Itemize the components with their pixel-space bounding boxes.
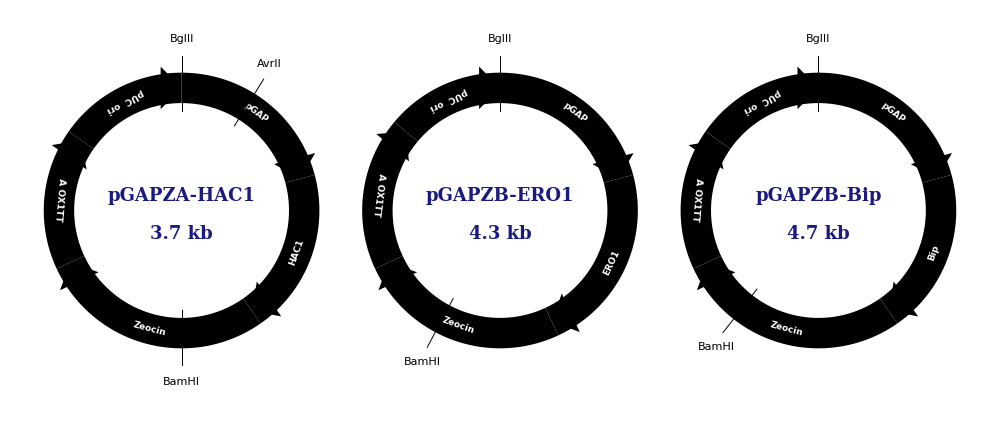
Text: pGAP: pGAP bbox=[879, 101, 907, 125]
Polygon shape bbox=[243, 175, 319, 323]
Text: HAC1: HAC1 bbox=[288, 238, 306, 267]
Text: BamHI: BamHI bbox=[403, 357, 440, 368]
Text: 4.3 kb: 4.3 kb bbox=[469, 225, 531, 243]
Polygon shape bbox=[44, 131, 94, 269]
Polygon shape bbox=[681, 131, 730, 269]
Text: BglII: BglII bbox=[806, 34, 831, 44]
Polygon shape bbox=[706, 73, 818, 149]
Text: BglII: BglII bbox=[169, 34, 194, 44]
Text: Bip: Bip bbox=[927, 243, 941, 262]
Text: ERO1: ERO1 bbox=[601, 248, 621, 277]
Polygon shape bbox=[500, 73, 633, 183]
Text: BamHI: BamHI bbox=[698, 341, 735, 352]
Polygon shape bbox=[376, 132, 409, 161]
Polygon shape bbox=[69, 73, 182, 149]
Polygon shape bbox=[362, 122, 418, 269]
Text: Zeocin: Zeocin bbox=[132, 320, 167, 338]
Text: BglII: BglII bbox=[488, 34, 512, 44]
Polygon shape bbox=[60, 262, 99, 290]
Text: pGAPZA-HAC1: pGAPZA-HAC1 bbox=[108, 187, 256, 205]
Polygon shape bbox=[697, 262, 735, 290]
Text: pGAPZB-ERO1: pGAPZB-ERO1 bbox=[426, 187, 574, 205]
Text: pGAP: pGAP bbox=[561, 101, 588, 125]
Text: 3.7 kb: 3.7 kb bbox=[150, 225, 213, 243]
Polygon shape bbox=[911, 153, 952, 179]
Polygon shape bbox=[252, 282, 281, 317]
Polygon shape bbox=[694, 256, 897, 348]
Polygon shape bbox=[798, 67, 818, 109]
Text: A OX1TT: A OX1TT bbox=[53, 178, 66, 222]
Polygon shape bbox=[689, 140, 723, 170]
Text: pUC  ori: pUC ori bbox=[105, 88, 145, 115]
Polygon shape bbox=[274, 153, 315, 179]
Text: AvrII: AvrII bbox=[257, 59, 282, 69]
Polygon shape bbox=[880, 175, 956, 323]
Text: pUC  ori: pUC ori bbox=[428, 87, 468, 112]
Polygon shape bbox=[592, 153, 634, 179]
Polygon shape bbox=[57, 256, 261, 348]
Text: pUC  ori: pUC ori bbox=[742, 88, 782, 115]
Text: 4.7 kb: 4.7 kb bbox=[787, 225, 850, 243]
Polygon shape bbox=[889, 282, 918, 317]
Text: BamHI: BamHI bbox=[163, 377, 200, 387]
Polygon shape bbox=[479, 67, 500, 109]
Text: Zeocin: Zeocin bbox=[441, 316, 475, 336]
Polygon shape bbox=[182, 73, 315, 183]
Polygon shape bbox=[52, 140, 87, 170]
Text: pGAP: pGAP bbox=[243, 101, 270, 125]
Polygon shape bbox=[378, 262, 417, 290]
Text: pGAPZB-Bip: pGAPZB-Bip bbox=[755, 187, 882, 205]
Text: A OX1TT: A OX1TT bbox=[371, 172, 386, 217]
Polygon shape bbox=[375, 256, 558, 348]
Polygon shape bbox=[545, 175, 638, 336]
Text: Zeocin: Zeocin bbox=[769, 320, 804, 338]
Text: A OX1TT: A OX1TT bbox=[690, 178, 703, 222]
Polygon shape bbox=[161, 67, 182, 109]
Polygon shape bbox=[818, 73, 952, 183]
Polygon shape bbox=[552, 293, 580, 332]
Polygon shape bbox=[394, 73, 500, 141]
